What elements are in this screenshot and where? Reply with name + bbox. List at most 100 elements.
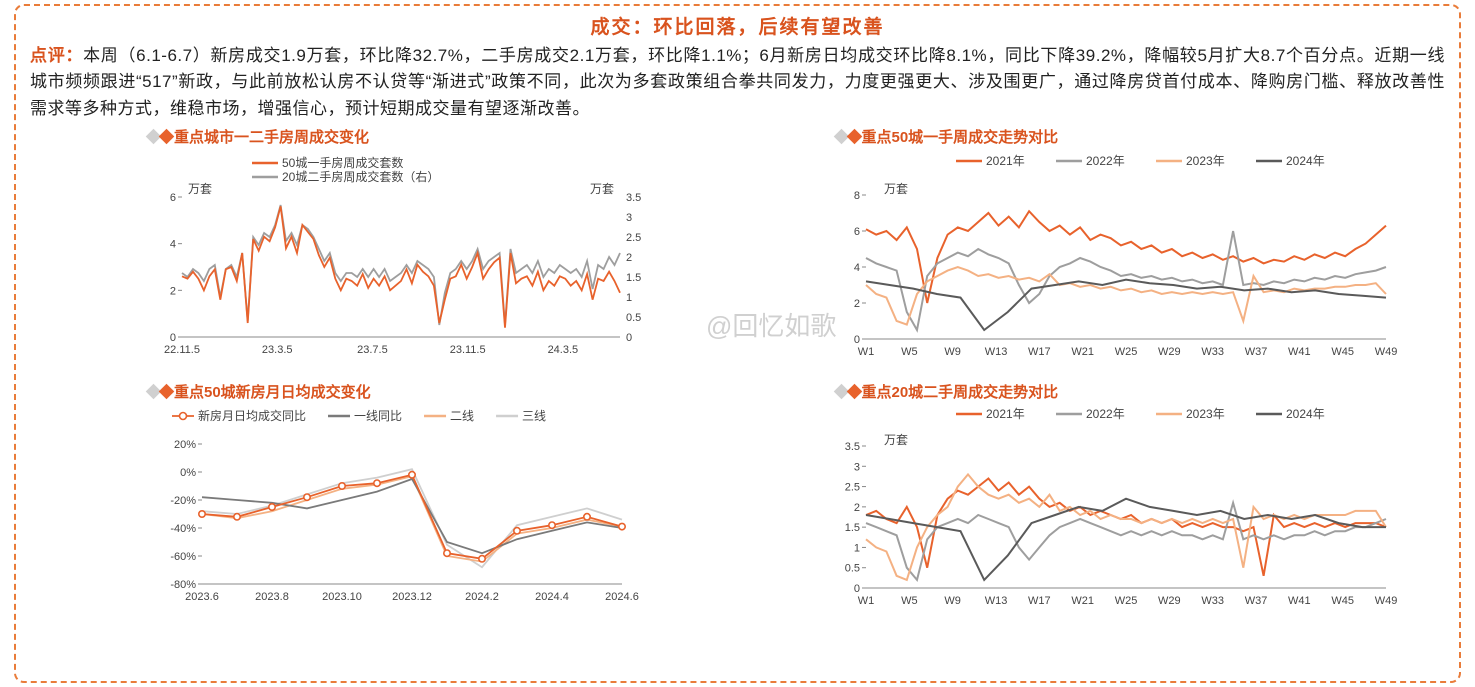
commentary: 点评：本周（6.1-6.7）新房成交1.9万套，环比降32.7%，二手房成交2.… — [30, 43, 1445, 122]
svg-text:0: 0 — [170, 332, 176, 344]
svg-text:2023.6: 2023.6 — [185, 591, 219, 603]
svg-text:W5: W5 — [901, 595, 918, 607]
svg-text:W41: W41 — [1288, 346, 1311, 358]
svg-text:W25: W25 — [1114, 346, 1137, 358]
svg-text:-40%: -40% — [170, 523, 196, 535]
svg-text:23.11.5: 23.11.5 — [450, 344, 486, 356]
svg-text:万套: 万套 — [188, 182, 212, 196]
diamond-icon — [846, 129, 862, 145]
svg-text:2023年: 2023年 — [1186, 154, 1225, 168]
svg-text:W1: W1 — [857, 595, 874, 607]
svg-text:1: 1 — [853, 542, 859, 554]
svg-text:2024年: 2024年 — [1286, 154, 1325, 168]
svg-text:2.5: 2.5 — [844, 482, 859, 494]
chart-svg: 2021年 2022年 2023年 2024年万套 0 2 4 6 8 W1 W5 W9 W13 W17 W… — [818, 149, 1408, 379]
svg-text:2024.4: 2024.4 — [535, 591, 569, 603]
svg-text:2.5: 2.5 — [626, 232, 641, 244]
svg-text:-60%: -60% — [170, 551, 196, 563]
svg-text:W49: W49 — [1374, 595, 1397, 607]
chart-svg: 新房月日均成交同比一线同比二线三线-80%-60%-40%-20%0%20%20… — [130, 404, 670, 624]
svg-text:0: 0 — [626, 332, 632, 344]
diamond-icon — [159, 129, 175, 145]
svg-text:2024.2: 2024.2 — [465, 591, 499, 603]
svg-text:W33: W33 — [1201, 346, 1224, 358]
svg-text:2024年: 2024年 — [1286, 407, 1325, 421]
svg-text:W41: W41 — [1288, 595, 1311, 607]
svg-text:0.5: 0.5 — [844, 563, 859, 575]
svg-text:W17: W17 — [1028, 346, 1051, 358]
svg-text:1: 1 — [626, 292, 632, 304]
svg-text:-20%: -20% — [170, 495, 196, 507]
svg-text:新房月日均成交同比: 新房月日均成交同比 — [198, 408, 306, 423]
svg-text:W1: W1 — [857, 346, 874, 358]
svg-text:0.5: 0.5 — [626, 312, 641, 324]
svg-text:8: 8 — [853, 190, 859, 202]
svg-text:20%: 20% — [174, 439, 196, 451]
svg-text:万套: 万套 — [884, 433, 908, 447]
svg-text:1.5: 1.5 — [844, 522, 859, 534]
svg-text:6: 6 — [170, 192, 176, 204]
svg-text:-80%: -80% — [170, 579, 196, 591]
svg-text:W21: W21 — [1071, 595, 1094, 607]
svg-text:W29: W29 — [1158, 346, 1181, 358]
svg-text:W13: W13 — [984, 595, 1007, 607]
svg-text:2023年: 2023年 — [1186, 407, 1225, 421]
svg-text:4: 4 — [853, 262, 859, 274]
svg-text:3: 3 — [626, 212, 632, 224]
svg-text:2021年: 2021年 — [986, 407, 1025, 421]
svg-text:一线同比: 一线同比 — [354, 409, 402, 423]
svg-text:W17: W17 — [1028, 595, 1051, 607]
svg-text:3.5: 3.5 — [844, 441, 859, 453]
commentary-lead: 点评： — [30, 46, 83, 65]
svg-text:W45: W45 — [1331, 346, 1354, 358]
diamond-icon — [159, 384, 175, 400]
chart-title: 重点20城二手周成交走势对比 — [862, 381, 1059, 402]
svg-text:二线: 二线 — [450, 409, 474, 423]
chart-title: 重点50城一手周成交走势对比 — [862, 126, 1059, 147]
svg-text:2023.10: 2023.10 — [322, 591, 362, 603]
svg-text:0: 0 — [853, 583, 859, 595]
diamond-icon — [846, 384, 862, 400]
svg-text:2024.6: 2024.6 — [605, 591, 639, 603]
svg-text:W33: W33 — [1201, 595, 1224, 607]
chart-1: 重点城市一二手房周成交变化 50城一手房周成交套数20城二手房周成交套数（右）万… — [130, 126, 758, 379]
svg-text:W9: W9 — [944, 346, 961, 358]
svg-text:0: 0 — [853, 334, 859, 346]
svg-text:2022年: 2022年 — [1086, 407, 1125, 421]
report-frame: 成交：环比回落，后续有望改善 点评：本周（6.1-6.7）新房成交1.9万套，环… — [14, 4, 1461, 683]
svg-text:6: 6 — [853, 226, 859, 238]
svg-text:23.7.5: 23.7.5 — [357, 344, 388, 356]
svg-text:万套: 万套 — [884, 182, 908, 196]
svg-text:2: 2 — [853, 502, 859, 514]
svg-text:W21: W21 — [1071, 346, 1094, 358]
svg-text:2022年: 2022年 — [1086, 154, 1125, 168]
page-title: 成交：环比回落，后续有望改善 — [30, 12, 1445, 39]
svg-text:万套: 万套 — [590, 182, 614, 196]
svg-text:2: 2 — [626, 252, 632, 264]
svg-text:2023.8: 2023.8 — [255, 591, 289, 603]
svg-text:W5: W5 — [901, 346, 918, 358]
svg-text:20城二手房周成交套数（右）: 20城二手房周成交套数（右） — [282, 169, 439, 184]
commentary-body: 本周（6.1-6.7）新房成交1.9万套，环比降32.7%，二手房成交2.1万套… — [30, 46, 1445, 118]
chart-2: 重点50城一手周成交走势对比 2021年 2022年 2023年 2024年万套 0 2 4… — [818, 126, 1446, 379]
svg-text:W45: W45 — [1331, 595, 1354, 607]
svg-text:W37: W37 — [1244, 595, 1267, 607]
svg-text:W37: W37 — [1244, 346, 1267, 358]
svg-text:2023.12: 2023.12 — [392, 591, 432, 603]
chart-3: 重点50城新房月日均成交变化 新房月日均成交同比一线同比二线三线-80%-60%… — [130, 381, 758, 634]
svg-text:23.3.5: 23.3.5 — [262, 344, 293, 356]
svg-text:W49: W49 — [1374, 346, 1397, 358]
svg-text:三线: 三线 — [522, 409, 546, 423]
chart-title: 重点城市一二手房周成交变化 — [174, 126, 369, 147]
svg-text:W29: W29 — [1158, 595, 1181, 607]
svg-text:2021年: 2021年 — [986, 154, 1025, 168]
svg-text:2: 2 — [853, 298, 859, 310]
svg-text:2: 2 — [170, 285, 176, 297]
svg-text:3: 3 — [853, 461, 859, 473]
chart-svg: 50城一手房周成交套数20城二手房周成交套数（右）万套万套024600.511.… — [130, 149, 670, 379]
svg-text:22.11.5: 22.11.5 — [164, 344, 200, 356]
svg-text:1.5: 1.5 — [626, 272, 641, 284]
svg-text:4: 4 — [170, 239, 176, 251]
svg-text:W13: W13 — [984, 346, 1007, 358]
svg-text:24.3.5: 24.3.5 — [548, 344, 579, 356]
